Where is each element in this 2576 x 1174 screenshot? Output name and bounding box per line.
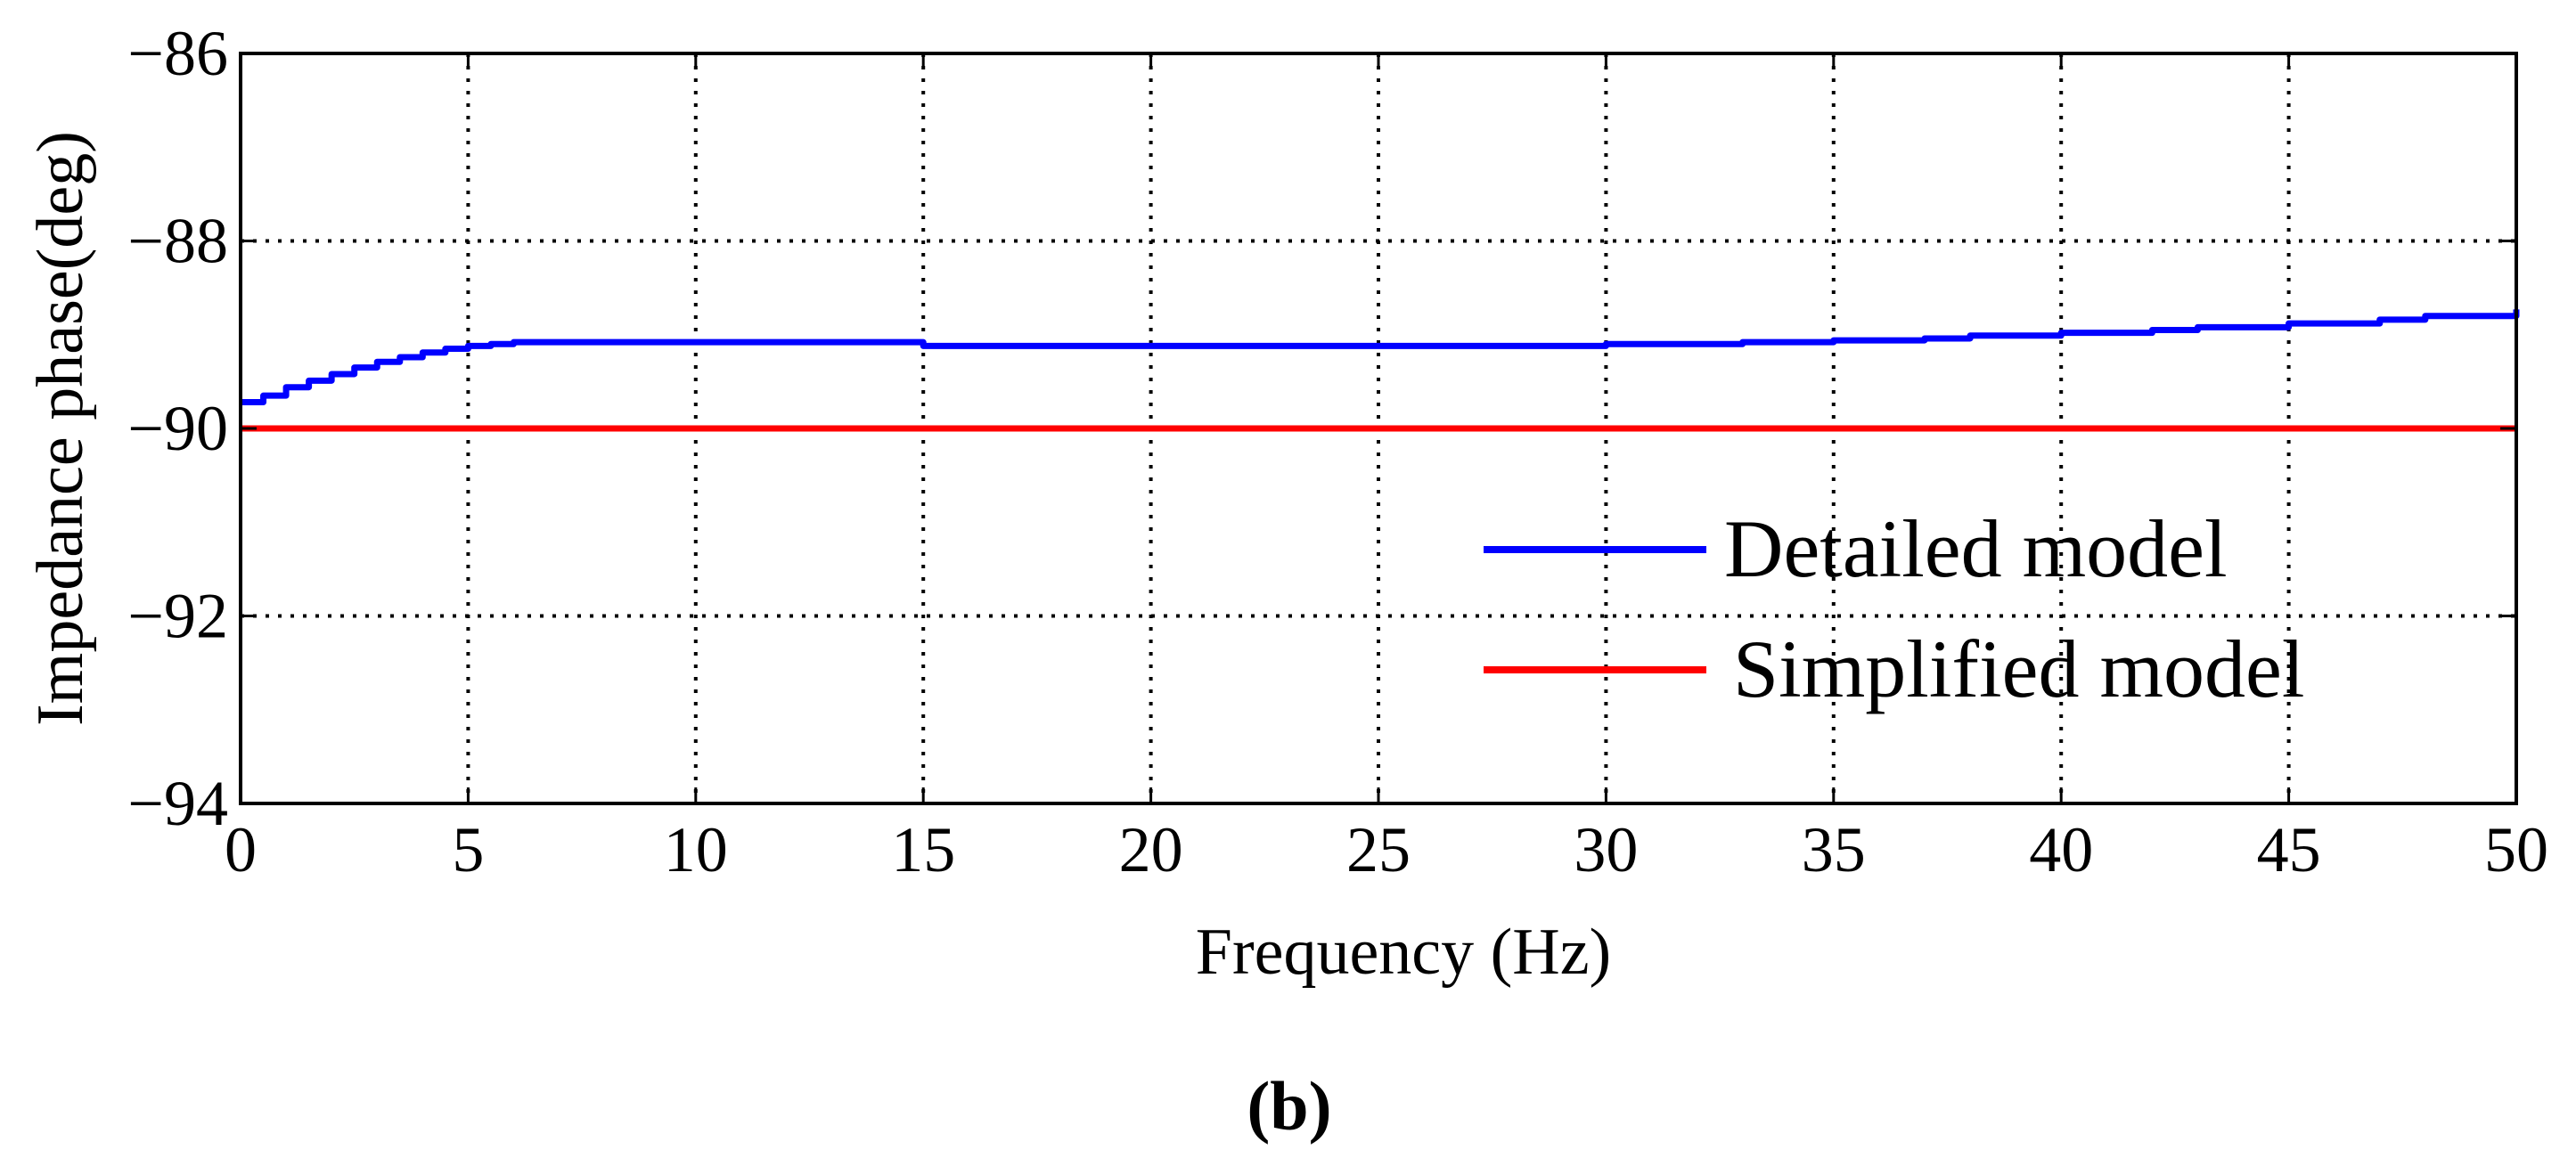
- y-axis-title: Impedance phase(deg): [24, 131, 97, 726]
- axis-ticks: [239, 52, 2518, 805]
- y-tick-label: −94: [127, 768, 228, 839]
- y-tick-label: −90: [127, 393, 228, 464]
- figure-caption: (b): [1247, 1067, 1331, 1145]
- x-tick-label: 0: [225, 814, 257, 885]
- y-tick-labels: −94 −92 −90 −88 −86: [127, 18, 228, 839]
- legend: Detailed model Simplified model: [1484, 503, 2304, 714]
- x-tick-label: 35: [1802, 814, 1866, 885]
- x-tick-label: 30: [1574, 814, 1638, 885]
- legend-label-simplified-model: Simplified model: [1733, 624, 2304, 714]
- y-tick-label: −88: [127, 206, 228, 277]
- x-tick-label: 10: [664, 814, 728, 885]
- x-tick-label: 15: [891, 814, 955, 885]
- x-tick-label: 40: [2029, 814, 2093, 885]
- series-group: [241, 309, 2520, 432]
- x-tick-label: 25: [1346, 814, 1411, 885]
- legend-label-detailed-model: Detailed model: [1724, 503, 2228, 594]
- x-tick-label: 45: [2257, 814, 2321, 885]
- x-axis-title: Frequency (Hz): [1196, 916, 1611, 989]
- x-tick-label: 20: [1119, 814, 1183, 885]
- y-tick-label: −92: [127, 581, 228, 652]
- y-tick-label: −86: [127, 18, 228, 89]
- series-line-detailed-model: [241, 309, 2520, 406]
- x-tick-label: 50: [2484, 814, 2548, 885]
- x-tick-labels: 0 5 10 15 20 25 30 35 40 45 50: [225, 814, 2548, 885]
- x-tick-label: 5: [452, 814, 484, 885]
